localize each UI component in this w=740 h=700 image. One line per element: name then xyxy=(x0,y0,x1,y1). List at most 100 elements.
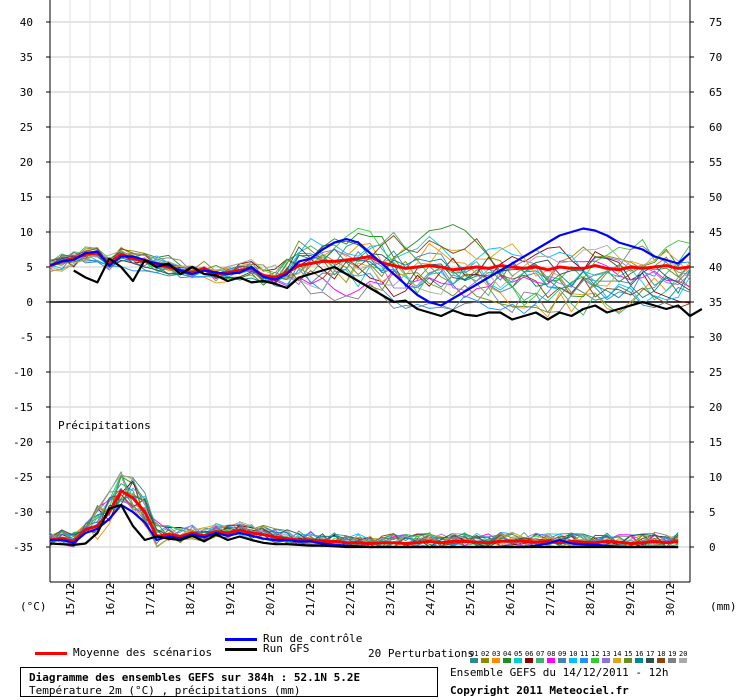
perturbation-swatch xyxy=(646,658,654,663)
chart-grid xyxy=(49,0,691,582)
precip_gfs-line xyxy=(49,503,679,549)
left-axis-label: (°C) xyxy=(20,600,47,613)
left-tick-label: 25 xyxy=(20,121,33,134)
perturbation-swatch xyxy=(547,658,555,663)
legend-control: Run de contrôle xyxy=(225,632,362,645)
perturbation-swatch xyxy=(481,658,489,663)
right-tick-label: 45 xyxy=(709,226,722,239)
perturbation-code: 01 xyxy=(470,650,479,658)
legend-gfs-swatch xyxy=(225,647,257,651)
perturbation-code: 12 xyxy=(591,650,600,658)
x-tick-label: 20/12 xyxy=(264,583,277,616)
left-tick-label: -5 xyxy=(20,331,33,344)
perturbation-swatch xyxy=(470,658,478,663)
legend-mean: Moyenne des scénarios xyxy=(35,646,212,659)
perturbation-code: 08 xyxy=(547,650,556,658)
perturbation-swatch xyxy=(591,658,599,663)
legend-mean-swatch xyxy=(35,651,67,655)
precip_mean-line xyxy=(49,489,679,545)
x-tick-label: 17/12 xyxy=(144,583,157,616)
left-tick-label: 0 xyxy=(26,296,33,309)
left-tick-label: 20 xyxy=(20,156,33,169)
left-tick-label: -20 xyxy=(13,436,33,449)
perturbation-code: 16 xyxy=(635,650,644,658)
perturbation-swatch xyxy=(525,658,533,663)
legend-control-label: Run de contrôle xyxy=(263,632,363,645)
x-tick-label: 15/12 xyxy=(64,583,77,616)
perturbation-code: 18 xyxy=(657,650,666,658)
precip-label: Précipitations xyxy=(58,419,151,432)
left-tick-label: 10 xyxy=(20,226,33,239)
perturbation-swatch xyxy=(668,658,676,663)
right-tick-label: 5 xyxy=(709,506,716,519)
right-tick-label: 50 xyxy=(709,191,722,204)
perturbation-code: 19 xyxy=(668,650,677,658)
right-tick-label: 60 xyxy=(709,121,722,134)
legend-mean-label: Moyenne des scénarios xyxy=(73,646,213,659)
x-tick-label: 27/12 xyxy=(544,583,557,616)
perturbation-code: 10 xyxy=(569,650,578,658)
perturbation-swatch xyxy=(569,658,577,663)
legend-perturbations-label: 20 Perturbations xyxy=(368,647,474,660)
perturbation-code: 05 xyxy=(514,650,523,658)
perturbation-temp-line xyxy=(49,243,691,296)
perturbation-swatch xyxy=(635,658,643,663)
perturbation-swatch xyxy=(558,658,566,663)
x-tick-label: 24/12 xyxy=(424,583,437,616)
chart-labels: 4035302520151050-5-10-15-20-25-30-357570… xyxy=(13,16,736,616)
right-tick-label: 70 xyxy=(709,51,722,64)
x-tick-label: 22/12 xyxy=(344,583,357,616)
right-tick-label: 75 xyxy=(709,16,722,29)
chart-axes xyxy=(46,0,694,587)
perturbation-swatch xyxy=(679,658,687,663)
x-tick-label: 21/12 xyxy=(304,583,317,616)
perturbation-code: 14 xyxy=(613,650,622,658)
left-tick-label: -15 xyxy=(13,401,33,414)
perturbation-temp-line xyxy=(49,245,691,314)
info-box: Diagramme des ensembles GEFS sur 384h : … xyxy=(20,667,438,697)
perturbation-code: 04 xyxy=(503,650,512,658)
legend: Moyenne des scénarios Run de contrôle Ru… xyxy=(0,628,740,700)
ensemble-date: Ensemble GEFS du 14/12/2011 - 12h xyxy=(450,666,669,679)
left-tick-label: -10 xyxy=(13,366,33,379)
right-tick-label: 55 xyxy=(709,156,722,169)
left-tick-label: -30 xyxy=(13,506,33,519)
legend-gfs-label: Run GFS xyxy=(263,642,310,655)
right-tick-label: 25 xyxy=(709,366,722,379)
x-tick-label: 19/12 xyxy=(224,583,237,616)
left-tick-label: 15 xyxy=(20,191,33,204)
right-axis-label: (mm) xyxy=(710,600,737,613)
x-tick-label: 23/12 xyxy=(384,583,397,616)
perturbation-code: 07 xyxy=(536,650,545,658)
x-tick-label: 25/12 xyxy=(464,583,477,616)
perturbation-swatch xyxy=(580,658,588,663)
info-title: Diagramme des ensembles GEFS sur 384h : … xyxy=(29,671,361,684)
perturbation-swatch xyxy=(624,658,632,663)
perturbation-code: 06 xyxy=(525,650,534,658)
info-subtitle: Température 2m (°C) , précipitations (mm… xyxy=(29,684,301,697)
right-tick-label: 35 xyxy=(709,296,722,309)
x-tick-label: 16/12 xyxy=(104,583,117,616)
perturbation-swatch xyxy=(657,658,665,663)
left-tick-label: -35 xyxy=(13,541,33,554)
temp_gfs-line xyxy=(73,257,703,321)
left-tick-label: -25 xyxy=(13,471,33,484)
x-tick-label: 28/12 xyxy=(584,583,597,616)
left-tick-label: 40 xyxy=(20,16,33,29)
copyright: Copyright 2011 Meteociel.fr xyxy=(450,684,629,697)
right-tick-label: 15 xyxy=(709,436,722,449)
x-tick-label: 18/12 xyxy=(184,583,197,616)
legend-gfs: Run GFS xyxy=(225,642,309,655)
x-tick-label: 26/12 xyxy=(504,583,517,616)
perturbation-code: 13 xyxy=(602,650,611,658)
perturbation-swatch xyxy=(536,658,544,663)
perturbation-precip-line xyxy=(49,483,679,548)
left-tick-label: 30 xyxy=(20,86,33,99)
perturbation-code: 17 xyxy=(646,650,655,658)
main-series-lines xyxy=(49,227,703,549)
temp_control-line xyxy=(49,227,691,307)
x-tick-label: 29/12 xyxy=(624,583,637,616)
perturbation-code: 15 xyxy=(624,650,633,658)
right-tick-label: 10 xyxy=(709,471,722,484)
